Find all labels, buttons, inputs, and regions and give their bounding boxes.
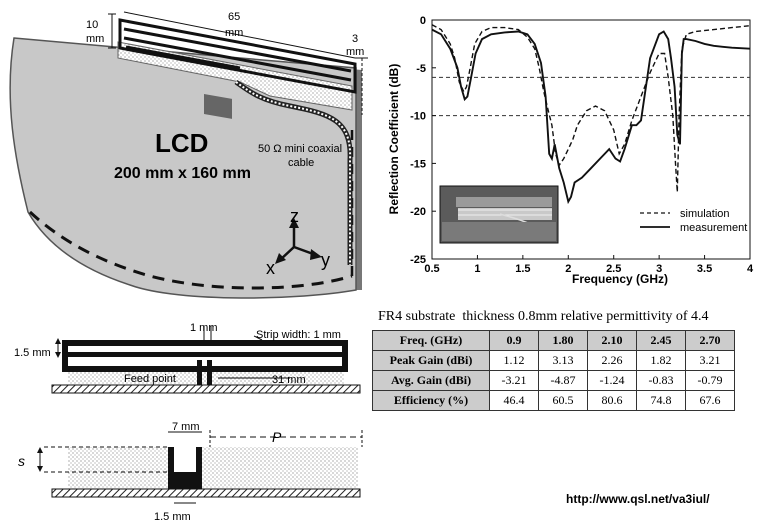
- table-header-cell: 1.80: [538, 330, 588, 351]
- x-tick-label: 4: [747, 263, 754, 275]
- x-tick-label: 3.5: [697, 263, 712, 275]
- table-cell: -3.21: [489, 370, 539, 391]
- feed-block: [204, 93, 232, 119]
- y-tick-label: -15: [410, 158, 426, 170]
- table-header-cell: 2.10: [587, 330, 637, 351]
- x-tick-label: 2.5: [606, 263, 621, 275]
- bottom-width-label: 1.5 mm: [154, 511, 191, 523]
- row-label: Avg. Gain (dBi): [372, 370, 490, 391]
- slot-width-label: 7 mm: [172, 421, 200, 433]
- caption-permittivity: relative permittivity of 4.4: [560, 309, 709, 324]
- lcd-size-label: 200 mm x 160 mm: [114, 165, 251, 182]
- table-header-cell: 0.9: [489, 330, 539, 351]
- lcd-dashed-border: [28, 210, 353, 290]
- table-row: Efficiency (%) 46.4 60.5 80.6 74.8 67.6: [372, 390, 735, 411]
- table-header-cell: Freq. (GHz): [372, 330, 490, 351]
- row-label: Efficiency (%): [372, 390, 490, 411]
- period-label: P: [272, 429, 282, 445]
- table-cell: 74.8: [636, 390, 686, 411]
- source-url: http://www.qsl.net/va3iul/: [566, 492, 710, 506]
- feed-point-label: Feed point: [124, 373, 176, 385]
- y-tick-label: -10: [410, 111, 426, 123]
- table-header-row: Freq. (GHz) 0.9 1.80 2.10 2.45 2.70: [372, 330, 735, 351]
- reflection-chart: 0.5 1 1.5 2 2.5 3 3.5 4 0 -5 -10 -15 -20 -25 Frequenc…: [387, 15, 754, 286]
- height-label: 1.5 mm: [14, 347, 51, 359]
- legend-label-measurement: measurement: [680, 222, 747, 234]
- inset-photo: [439, 185, 559, 244]
- length-label: 31 mm: [272, 374, 306, 386]
- x-tick-label: 1.5: [515, 263, 530, 275]
- width-dim-unit: mm: [225, 27, 243, 39]
- table-row: Peak Gain (dBi) 1.12 3.13 2.26 1.82 3.21: [372, 350, 735, 371]
- table-header-cell: 2.70: [685, 330, 735, 351]
- legend: simulation measurement: [640, 208, 747, 234]
- strip-gap-label: 1 mm: [190, 322, 218, 334]
- lcd-label: LCD: [155, 128, 208, 158]
- table-cell: 3.13: [538, 350, 588, 371]
- table-cell: -1.24: [587, 370, 637, 391]
- series-line-measurement: [431, 28, 751, 205]
- table-caption: FR4 substrate thickness 0.8mm relative p…: [378, 309, 709, 325]
- table-cell: -0.83: [636, 370, 686, 391]
- height-dim-unit: mm: [86, 33, 104, 45]
- gain-table: Freq. (GHz) 0.9 1.80 2.10 2.45 2.70 Peak…: [372, 330, 735, 411]
- lcd-antenna-figure: 10 mm 65 mm 3 mm LCD 200 mm x 160 mm 50 …: [9, 11, 368, 299]
- legend-label-simulation: simulation: [680, 208, 730, 220]
- row-label: Peak Gain (dBi): [372, 350, 490, 371]
- cable-label-1: 50 Ω mini coaxial: [258, 143, 342, 155]
- x-tick-label: 3: [656, 263, 662, 275]
- axis-x-label: x: [266, 258, 275, 278]
- strip-width-label: Strip width: 1 mm: [256, 329, 341, 341]
- table-header-cell: 2.45: [636, 330, 686, 351]
- cable-label-2: cable: [288, 157, 314, 169]
- x-tick-label: 1: [474, 263, 480, 275]
- table-row: Avg. Gain (dBi) -3.21 -4.87 -1.24 -0.83 …: [372, 370, 735, 391]
- caption-substrate: FR4 substrate: [378, 309, 456, 324]
- detail-diagram-bottom: 7 mm P s 1.5 mm: [18, 421, 363, 523]
- table-cell: 80.6: [587, 390, 637, 411]
- table-cell: 1.12: [489, 350, 539, 371]
- antenna-strips: [118, 18, 357, 94]
- gap-dim-unit: mm: [346, 46, 364, 58]
- caption-thickness: thickness 0.8mm: [462, 309, 558, 324]
- width-dim-label: 65: [228, 11, 240, 23]
- table-cell: 60.5: [538, 390, 588, 411]
- y-axis-label: Reflection Coefficient (dB): [387, 64, 401, 215]
- x-tick-label: 0.5: [424, 263, 439, 275]
- table-cell: -4.87: [538, 370, 588, 391]
- axis-y-label: y: [321, 250, 330, 270]
- table-cell: 1.82: [636, 350, 686, 371]
- table-cell: 67.6: [685, 390, 735, 411]
- series-line-simulation: [431, 24, 751, 193]
- height-dim-label: 10: [86, 19, 98, 31]
- table-cell: 46.4: [489, 390, 539, 411]
- gap-dim-label: 3: [352, 33, 358, 45]
- y-tick-label: -25: [410, 254, 426, 266]
- table-cell: 3.21: [685, 350, 735, 371]
- x-tick-label: 2: [565, 263, 571, 275]
- table-cell: 2.26: [587, 350, 637, 371]
- y-tick-label: -20: [410, 206, 426, 218]
- y-tick-label: 0: [420, 15, 426, 27]
- x-axis-label: Frequency (GHz): [572, 272, 668, 286]
- axis-z-label: z: [290, 206, 299, 226]
- s-label: s: [18, 453, 25, 469]
- axes-triad: [275, 218, 322, 264]
- y-tick-label: -5: [416, 63, 426, 75]
- detail-diagram-top: 1 mm Strip width: 1 mm 1.5 mm Feed point…: [14, 322, 361, 394]
- table-cell: -0.79: [685, 370, 735, 391]
- plot-frame: [431, 19, 751, 260]
